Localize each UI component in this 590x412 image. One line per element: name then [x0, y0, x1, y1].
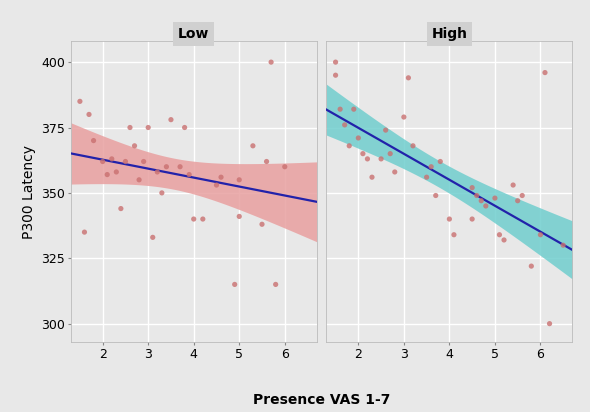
Point — [230, 281, 240, 288]
Point — [435, 158, 445, 165]
Point — [467, 184, 477, 191]
Point — [89, 137, 99, 144]
Point — [367, 174, 376, 180]
Point — [399, 114, 409, 120]
Point — [358, 150, 368, 157]
Point — [212, 182, 221, 188]
Point — [385, 150, 395, 157]
Point — [98, 158, 107, 165]
Point — [509, 182, 518, 188]
Text: Presence VAS 1-7: Presence VAS 1-7 — [253, 393, 390, 407]
Point — [234, 176, 244, 183]
Point — [103, 171, 112, 178]
Point — [153, 169, 162, 175]
Point — [331, 72, 340, 79]
Point — [262, 158, 271, 165]
Point — [540, 69, 550, 76]
Point — [545, 321, 554, 327]
Point — [449, 232, 458, 238]
Point — [481, 203, 490, 209]
Point — [107, 156, 116, 162]
Point — [349, 106, 359, 112]
Point — [130, 143, 139, 149]
Point — [157, 190, 166, 196]
Point — [559, 242, 568, 248]
Y-axis label: P300 Latency: P300 Latency — [22, 145, 36, 239]
Point — [353, 135, 363, 141]
Point — [280, 164, 290, 170]
Point — [404, 75, 413, 81]
Point — [363, 156, 372, 162]
Point — [495, 232, 504, 238]
Point — [472, 192, 481, 199]
Point — [75, 98, 84, 105]
Point — [125, 124, 135, 131]
Point — [139, 158, 148, 165]
Point — [234, 213, 244, 220]
Point — [217, 174, 226, 180]
Point — [335, 106, 345, 112]
Point — [536, 232, 545, 238]
Point — [162, 164, 171, 170]
Point — [175, 164, 185, 170]
Point — [376, 156, 386, 162]
Point — [121, 158, 130, 165]
Point — [248, 143, 258, 149]
Point — [340, 122, 349, 128]
Point — [381, 127, 391, 133]
Point — [431, 192, 441, 199]
Point — [527, 263, 536, 269]
Point — [345, 143, 354, 149]
Point — [112, 169, 121, 175]
Point — [517, 192, 527, 199]
Point — [445, 216, 454, 222]
Point — [185, 171, 194, 178]
Point — [257, 221, 267, 227]
Point — [490, 195, 500, 201]
Point — [80, 229, 89, 235]
Point — [84, 111, 94, 118]
Point — [408, 143, 418, 149]
Point — [166, 116, 176, 123]
Point — [198, 216, 208, 222]
Point — [180, 124, 189, 131]
Point — [135, 176, 144, 183]
Point — [422, 174, 431, 180]
Title: High: High — [431, 27, 467, 41]
Point — [427, 164, 436, 170]
Point — [467, 216, 477, 222]
Title: Low: Low — [178, 27, 209, 41]
Point — [148, 234, 158, 241]
Point — [499, 236, 509, 243]
Point — [271, 281, 280, 288]
Point — [477, 197, 486, 204]
Point — [513, 197, 522, 204]
Point — [331, 59, 340, 66]
Point — [143, 124, 153, 131]
Point — [390, 169, 399, 175]
Point — [189, 216, 198, 222]
Point — [116, 205, 126, 212]
Point — [267, 59, 276, 66]
